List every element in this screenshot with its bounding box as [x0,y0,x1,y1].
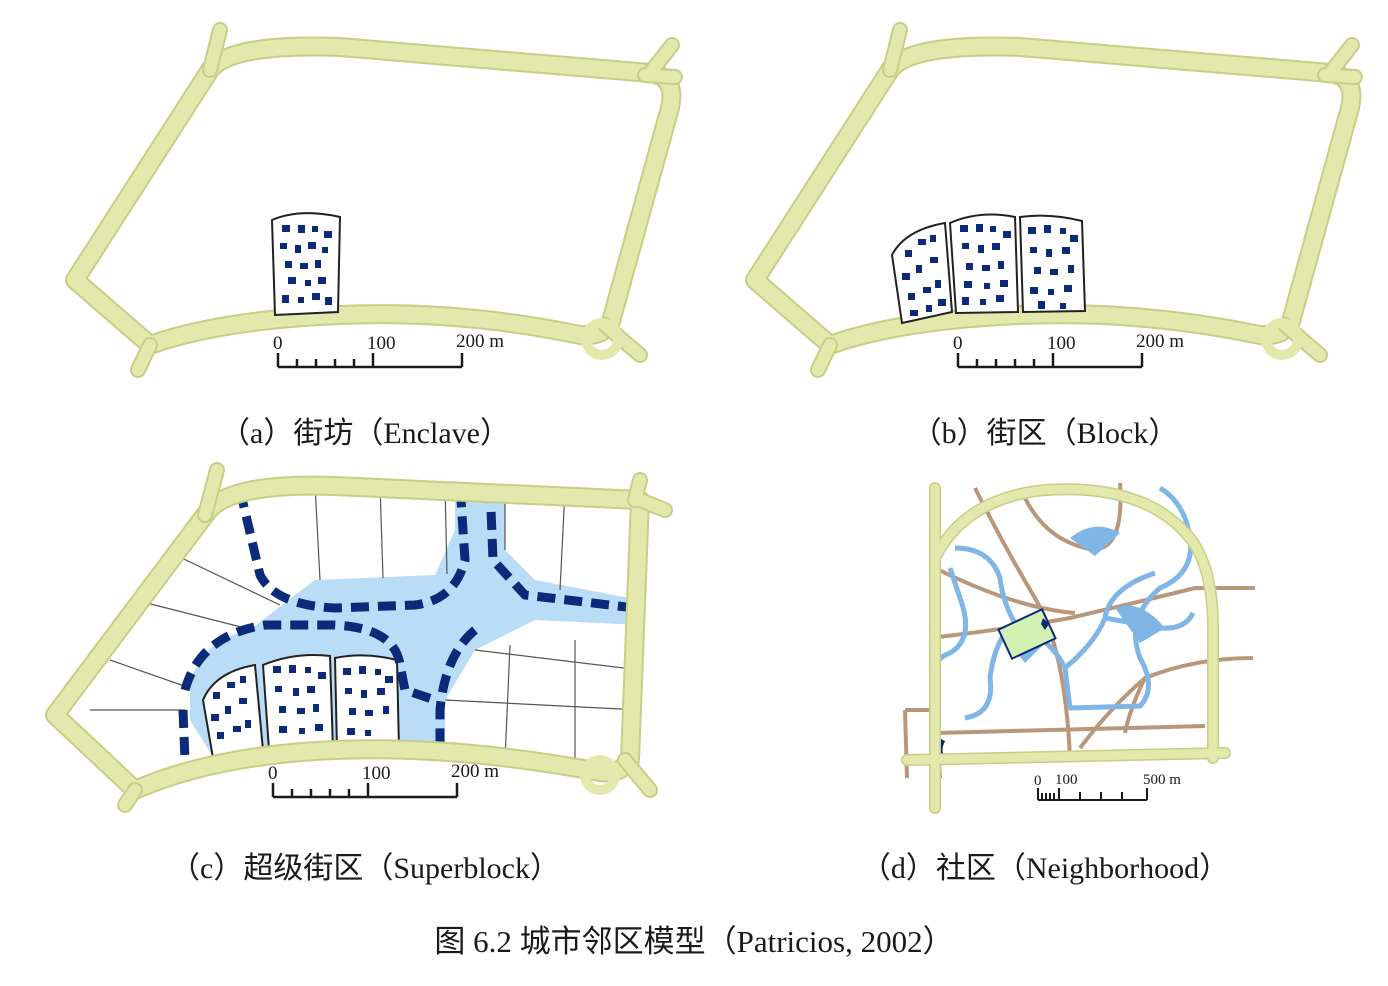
panel-superblock: 0 100 200 m [35,460,685,820]
scale-bar-d: 0 100 500 m [1034,772,1181,801]
arterial-road [745,22,1363,378]
scale-label-200: 200 m [456,331,504,352]
scale-bar-b: 0 100 200 m [953,331,1184,369]
neighborhood-map: 0 100 500 m [901,482,1255,814]
caption-block: （b）街区（Block） [911,417,1179,450]
scale-label-0: 0 [1034,773,1042,789]
enclave-parcel [270,212,342,317]
scale-bar-c: 0 100 200 m [268,761,499,799]
superblock-map: 0 100 200 m [45,462,673,813]
block-map: 0 100 200 m [745,22,1363,378]
panel-block: 0 100 200 m [720,22,1370,385]
scale-bar-a: 0 100 200 m [273,331,504,369]
scale-label-200: 200 m [451,761,499,782]
superblock-interior [90,485,640,761]
scale-label-100: 100 [1055,772,1078,788]
enclave-buildings [280,225,332,305]
panel-enclave: 0 100 200 m [40,22,690,385]
superblock-boundary [178,485,636,761]
scale-label-500: 500 m [1143,772,1181,788]
caption-superblock: （c）超级街区（Superblock） [170,852,560,885]
scale-label-0: 0 [268,763,278,784]
community-building [1041,618,1049,630]
scale-label-100: 100 [362,763,391,784]
community-green [997,608,1057,660]
scale-label-200: 200 m [1136,331,1184,352]
figure-title: 图 6.2 城市邻区模型（Patricios, 2002） [434,924,954,959]
enclave-map: 0 100 200 m [65,22,683,378]
arterial-road [901,482,1231,814]
scale-label-100: 100 [367,333,396,354]
arterial-road [45,462,673,813]
scale-label-100: 100 [1047,333,1076,354]
arterial-road [65,22,683,378]
panel-neighborhood: 0 100 500 m [895,478,1265,814]
caption-enclave: （a）街坊（Enclave） [220,417,510,450]
scale-label-0: 0 [953,333,963,354]
caption-neighborhood: （d）社区（Neighborhood） [860,852,1230,885]
scale-label-0: 0 [273,333,283,354]
block-parcels [890,213,1087,325]
block-buildings [902,224,1078,316]
